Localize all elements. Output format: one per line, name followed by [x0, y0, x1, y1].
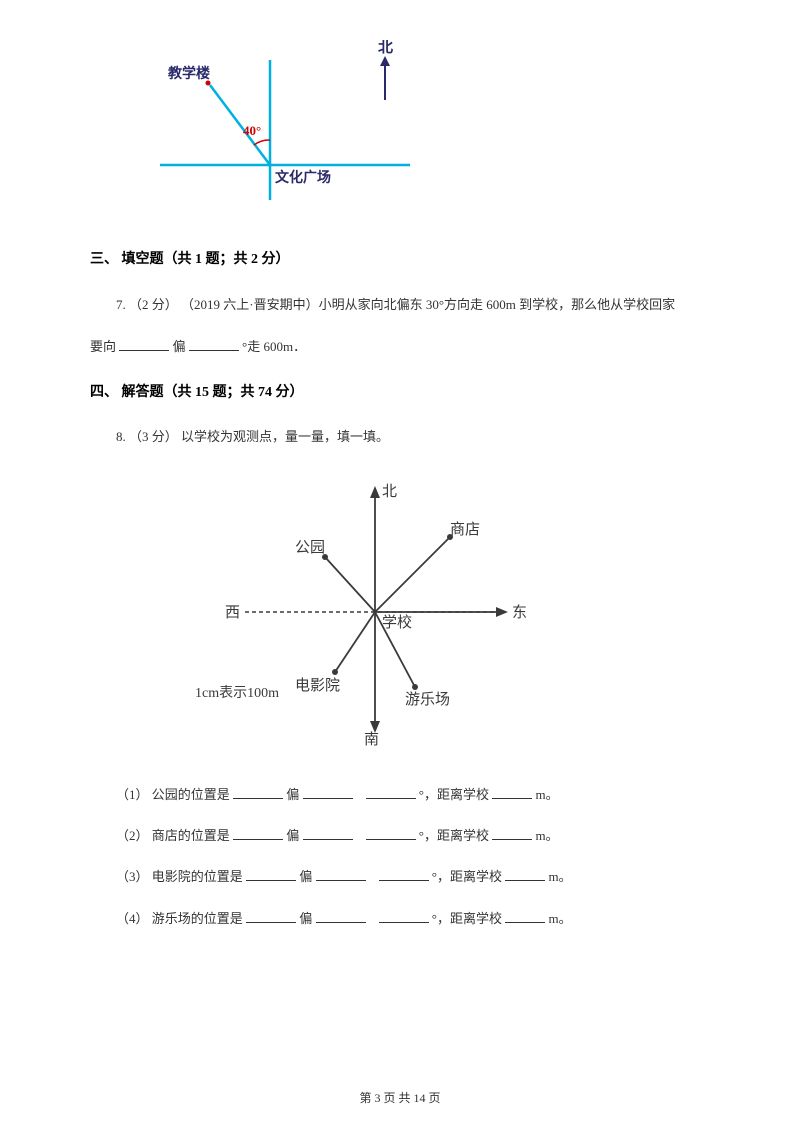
question-7-line2: 要向 偏 °走 600m．: [90, 333, 710, 362]
angle-label: 40°: [243, 123, 261, 138]
section-4-header: 四、 解答题（共 15 题；共 74 分）: [90, 380, 710, 405]
d2-north: 北: [382, 483, 397, 500]
q7-mid2: 偏: [173, 339, 186, 354]
q7-blank1[interactable]: [119, 338, 169, 351]
cinema-line: [335, 612, 375, 672]
cinema-point: [332, 669, 338, 675]
diagram-teaching-building: 北 40° 教学楼 文化广场: [140, 40, 710, 217]
s3-a: （3） 电影院的位置是: [116, 869, 243, 884]
s2-blank4[interactable]: [492, 827, 532, 840]
s4-blank3[interactable]: [379, 910, 429, 923]
s1-blank3[interactable]: [366, 786, 416, 799]
north-arrow-head: [380, 56, 390, 66]
question-7: 7. （2 分） （2019 六上·晋安期中）小明从家向北偏东 30°方向走 6…: [90, 291, 710, 320]
subq-3: （3） 电影院的位置是 偏 °，距离学校 m。: [90, 861, 710, 892]
d2-center: 学校: [382, 614, 412, 631]
s4-pian: 偏: [299, 911, 312, 926]
section-3-header: 三、 填空题（共 1 题；共 2 分）: [90, 247, 710, 272]
park-line: [325, 557, 375, 612]
s4-a: （4） 游乐场的位置是: [116, 911, 243, 926]
east-arrow: [496, 607, 508, 617]
d2-east: 东: [512, 604, 527, 621]
q7-blank2[interactable]: [189, 338, 239, 351]
s1-blank2[interactable]: [303, 786, 353, 799]
diagram2-svg: 北 南 东 西 学校 公园 商店 电影院 游乐场 1cm表示100m: [190, 472, 550, 752]
subq-2: （2） 商店的位置是 偏 °，距离学校 m。: [90, 820, 710, 851]
shop-line: [375, 537, 450, 612]
s3-m: m。: [548, 869, 571, 884]
s4-m: m。: [548, 911, 571, 926]
q7-pre: 7. （2 分） （2019 六上·晋安期中）小明从家向北偏东 30°方向走 6…: [116, 297, 675, 312]
d2-playground: 游乐场: [405, 691, 450, 708]
s2-blank3[interactable]: [366, 827, 416, 840]
s2-a: （2） 商店的位置是: [116, 828, 230, 843]
q7-mid1: 要向: [90, 339, 116, 354]
building-label: 教学楼: [168, 65, 210, 82]
d2-cinema: 电影院: [295, 676, 340, 694]
s1-blank1[interactable]: [233, 786, 283, 799]
s4-blank4[interactable]: [505, 910, 545, 923]
subq-4: （4） 游乐场的位置是 偏 °，距离学校 m。: [90, 903, 710, 934]
s3-blank3[interactable]: [379, 868, 429, 881]
s4-deg: °，距离学校: [432, 911, 502, 926]
s2-m: m。: [535, 828, 558, 843]
diagram1-svg: 北 40° 教学楼 文化广场: [140, 40, 440, 210]
d2-west: 西: [225, 605, 240, 621]
d2-park: 公园: [295, 539, 325, 556]
s1-deg: °，距离学校: [419, 787, 489, 802]
subq-1: （1） 公园的位置是 偏 °，距离学校 m。: [90, 779, 710, 810]
q7-mid3: °走 600m．: [242, 339, 306, 354]
s2-blank1[interactable]: [233, 827, 283, 840]
question-8: 8. （3 分） 以学校为观测点，量一量，填一填。: [90, 423, 710, 452]
s3-blank2[interactable]: [316, 868, 366, 881]
north-label: 北: [378, 40, 393, 56]
s4-blank2[interactable]: [316, 910, 366, 923]
s4-blank1[interactable]: [246, 910, 296, 923]
s3-pian: 偏: [299, 869, 312, 884]
s1-blank4[interactable]: [492, 786, 532, 799]
diagram-school-directions: 北 南 东 西 学校 公园 商店 电影院 游乐场 1cm表示100m: [190, 472, 710, 759]
angle-arc: [254, 140, 270, 145]
s1-a: （1） 公园的位置是: [116, 787, 230, 802]
s1-m: m。: [535, 787, 558, 802]
playground-point: [412, 684, 418, 690]
page-footer: 第 3 页 共 14 页: [0, 1088, 800, 1110]
s3-blank1[interactable]: [246, 868, 296, 881]
s3-blank4[interactable]: [505, 868, 545, 881]
d2-scale: 1cm表示100m: [195, 685, 279, 701]
center-label: 文化广场: [275, 169, 331, 186]
d2-south: 南: [364, 731, 379, 748]
s1-pian: 偏: [286, 787, 299, 802]
d2-shop: 商店: [450, 521, 480, 538]
s2-deg: °，距离学校: [419, 828, 489, 843]
s2-blank2[interactable]: [303, 827, 353, 840]
s2-pian: 偏: [286, 828, 299, 843]
s3-deg: °，距离学校: [432, 869, 502, 884]
north-arrow: [370, 486, 380, 498]
